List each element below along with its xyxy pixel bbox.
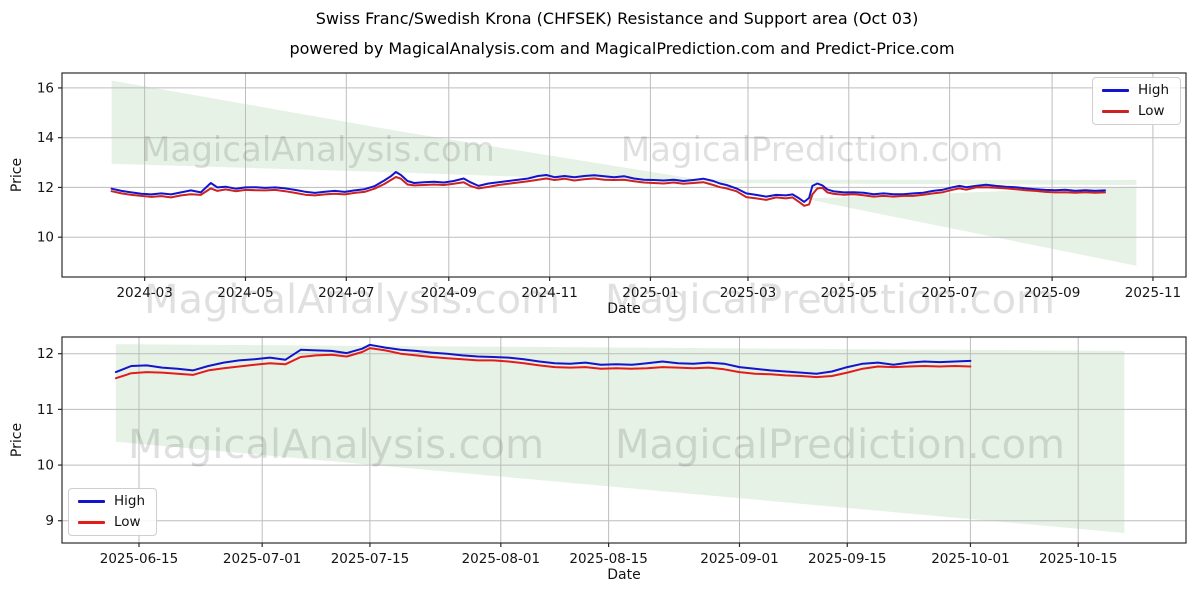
y-tick-label: 16 [37,80,54,96]
x-tick-label: 2025-07-15 [331,551,409,567]
legend-swatch-high [1102,89,1129,93]
legend-entry-low: Low [78,513,145,530]
x-tick-label: 2025-09-15 [808,551,886,567]
legend-label: High [114,493,146,509]
high-line [114,343,972,375]
legend-label: Low [114,513,141,530]
resistance-area [111,80,1137,185]
support-area [115,344,1125,533]
y-axis-label: Price [9,423,25,457]
x-axis-label: Date [607,301,640,317]
x-tick-label: 2025-05 [821,285,877,301]
x-tick-label: 2025-07 [921,285,977,301]
legend-entry-high: High [1102,82,1170,98]
y-tick-label: 12 [37,346,54,362]
legend-label: High [1138,82,1170,98]
x-tick-label: 2025-08-15 [569,551,647,567]
y-axis-label: Price [9,158,25,192]
legend-yearly-overview: High Low [1092,77,1182,125]
x-tick-label: 2024-07 [318,285,374,301]
y-tick-label: 10 [37,458,54,474]
support-area [804,186,1137,266]
low-line [110,176,1106,207]
y-tick-label: 10 [37,230,54,246]
y-tick-label: 11 [37,402,54,418]
x-tick-label: 2025-11 [1125,285,1181,301]
y-tick-label: 14 [37,130,54,146]
legend-entry-low: Low [1102,102,1169,119]
legend-swatch-low [78,520,105,524]
low-line [114,347,972,380]
subplot-yearly-overview: 2024-03 2024-05 2024-07 2024-09 2024-11 2025-… [9,72,1187,317]
x-tick-label: 2025-10-15 [1039,551,1117,567]
x-tick-label: 2024-09 [421,285,477,301]
legend-swatch-high [78,500,105,504]
subplot-recent-detail: 2025-06-15 2025-07-01 2025-07-15 2025-08-01… [9,336,1187,583]
legend-label: Low [1138,102,1165,119]
x-tick-label: 2024-05 [217,285,273,301]
x-tick-label: 2025-09 [1024,285,1080,301]
x-tick-label: 2025-03 [720,285,776,301]
legend-entry-high: High [78,493,146,509]
x-tick-label: 2025-09-01 [700,551,778,567]
legend-swatch-low [1102,109,1129,113]
x-axis-label: Date [607,567,640,583]
plot-border [61,72,1187,278]
x-tick-label: 2025-01 [622,285,678,301]
plot-border [61,336,1187,544]
chart-subtitle: powered by MagicalAnalysis.com and Magic… [289,39,955,58]
y-tick-label: 12 [37,180,54,196]
y-tick-label: 9 [45,513,54,529]
high-line [110,171,1106,203]
x-tick-label: 2024-03 [116,285,172,301]
x-tick-label: 2024-11 [521,285,577,301]
x-tick-label: 2025-10-01 [931,551,1009,567]
chart-title: Swiss Franc/Swedish Krona (CHFSEK) Resis… [315,9,919,28]
x-tick-label: 2025-07-01 [223,551,301,567]
x-tick-label: 2025-08-01 [462,551,540,567]
legend-recent-detail: High Low [68,488,158,536]
x-tick-label: 2025-06-15 [100,551,178,567]
